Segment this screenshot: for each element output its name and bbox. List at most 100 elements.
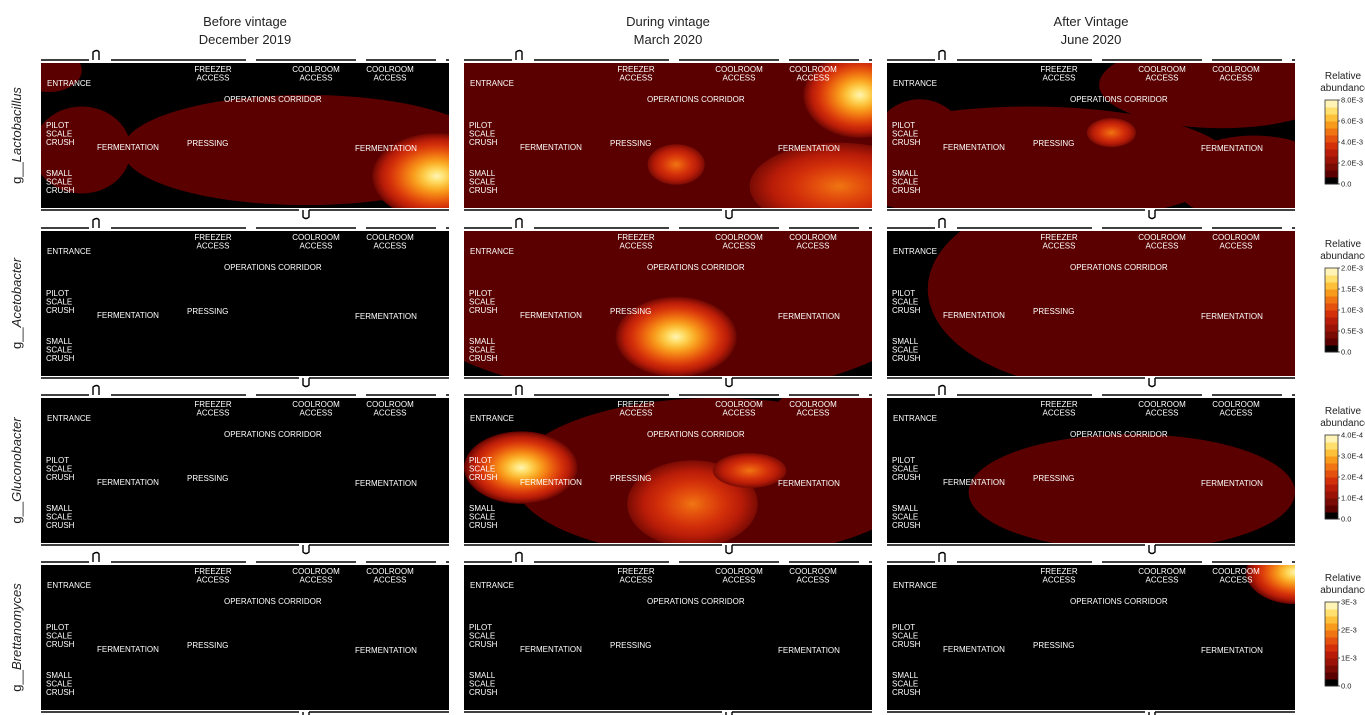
colorbar-title-line1: Relative [1325,573,1362,584]
zone-pilot-scale-crush: PILOT SCALE CRUSH [892,289,921,315]
floorplan-walls [887,384,1295,555]
zone-fermentation-left: FERMENTATION [520,143,582,152]
abundance-contours [1246,565,1295,605]
zone-operations-corridor: OPERATIONS CORRIDOR [647,263,745,272]
zone-fermentation-left: FERMENTATION [943,311,1005,320]
panel-background [41,398,449,543]
zone-coolroom-access: COOLROOM ACCESS [789,567,837,585]
zone-freezer-access: FREEZER ACCESS [194,400,232,418]
zone-pressing: PRESSING [187,307,228,316]
contour-region [968,434,1295,543]
contour-region [712,453,787,488]
zone-small-scale-crush: SMALL SCALE CRUSH [892,337,921,363]
zone-coolroom-access: COOLROOM ACCESS [366,400,414,418]
colorbar-tick-label: 2.0E-3 [1341,159,1363,168]
zone-small-scale-crush: SMALL SCALE CRUSH [46,671,75,697]
zone-coolroom-access: COOLROOM ACCESS [292,65,340,83]
floorplan-panel: ENTRANCE FREEZER ACCESS COOLROOM ACCESS COOLR… [41,217,449,388]
abundance-contours [464,63,872,208]
zone-coolroom-access: COOLROOM ACCESS [1212,65,1260,83]
colorbar-swatch [1325,616,1338,624]
zone-entrance: ENTRANCE [470,414,514,423]
floorplan-walls [887,551,1295,715]
zone-pressing: PRESSING [610,307,651,316]
zone-pressing: PRESSING [610,139,651,148]
colorbar-swatch [1325,637,1338,645]
floorplan-panel: ENTRANCE FREEZER ACCESS COOLROOM ACCESS COOLR… [464,49,872,220]
colorbar-swatch [1325,296,1338,304]
colorbar-swatch [1325,679,1338,687]
zone-freezer-access: FREEZER ACCESS [617,233,655,251]
zone-fermentation-right: FERMENTATION [1201,312,1263,321]
row-label: g__Brettanomyces [9,583,24,692]
zone-operations-corridor: OPERATIONS CORRIDOR [224,263,322,272]
zone-entrance: ENTRANCE [47,414,91,423]
zone-operations-corridor: OPERATIONS CORRIDOR [224,597,322,606]
colorbar-swatch [1325,128,1338,136]
zone-operations-corridor: OPERATIONS CORRIDOR [224,430,322,439]
floorplan-panel: ENTRANCE FREEZER ACCESS COOLROOM ACCESS COOLR… [887,551,1295,715]
floorplan-panel: ENTRANCE FREEZER ACCESS COOLROOM ACCESS COOLR… [464,551,872,715]
zone-pressing: PRESSING [187,139,228,148]
floorplan-walls [464,551,872,715]
zone-small-scale-crush: SMALL SCALE CRUSH [892,671,921,697]
zone-operations-corridor: OPERATIONS CORRIDOR [1070,430,1168,439]
floorplan-panel: ENTRANCE FREEZER ACCESS COOLROOM ACCESS COOLR… [41,384,449,555]
floorplan-panel: ENTRANCE FREEZER ACCESS COOLROOM ACCESS COOLR… [887,384,1295,555]
colorbar-swatch [1325,456,1338,464]
contour-region [1246,565,1295,605]
zone-coolroom-access: COOLROOM ACCESS [789,65,837,83]
colorbar-tick-label: 6.0E-3 [1341,117,1363,126]
zone-coolroom-access: COOLROOM ACCESS [1138,65,1186,83]
colorbar-swatch [1325,435,1338,443]
zone-fermentation-left: FERMENTATION [97,143,159,152]
colorbar-tick-label: 0.0 [1341,180,1351,189]
zone-fermentation-right: FERMENTATION [778,479,840,488]
colorbar-tick-label: 2E-3 [1341,626,1357,635]
colorbar-swatch [1325,498,1338,506]
zone-freezer-access: FREEZER ACCESS [1040,65,1078,83]
zone-small-scale-crush: SMALL SCALE CRUSH [46,337,75,363]
zone-fermentation-left: FERMENTATION [943,645,1005,654]
floorplan-panel: ENTRANCE FREEZER ACCESS COOLROOM ACCESS COOLR… [464,384,872,555]
floorplan-walls [464,384,872,555]
colorbar-title-line2: abundance [1320,418,1365,429]
floorplan-panel: ENTRANCE FREEZER ACCESS COOLROOM ACCESS COOLR… [41,551,449,715]
abundance-contours [41,63,449,208]
zone-fermentation-right: FERMENTATION [355,144,417,153]
row-label: g__Lactobacillus [9,87,24,184]
floorplan-walls [41,217,449,388]
zone-entrance: ENTRANCE [47,79,91,88]
zone-entrance: ENTRANCE [470,79,514,88]
zone-small-scale-crush: SMALL SCALE CRUSH [469,671,498,697]
zone-pilot-scale-crush: PILOT SCALE CRUSH [46,289,75,315]
zone-coolroom-access: COOLROOM ACCESS [1212,233,1260,251]
floorplan-walls [887,49,1295,220]
zone-pressing: PRESSING [1033,307,1074,316]
zone-operations-corridor: OPERATIONS CORRIDOR [224,95,322,104]
colorbar-swatch [1325,442,1338,450]
colorbar-swatch [1325,163,1338,171]
zone-pressing: PRESSING [187,641,228,650]
zone-pilot-scale-crush: PILOT SCALE CRUSH [892,456,921,482]
zone-coolroom-access: COOLROOM ACCESS [366,65,414,83]
panel-background [464,565,872,710]
zone-fermentation-right: FERMENTATION [778,312,840,321]
zone-fermentation-right: FERMENTATION [778,646,840,655]
zone-fermentation-left: FERMENTATION [520,478,582,487]
floorplan-walls [41,384,449,555]
colorbar-swatch [1325,644,1338,652]
panel-background [887,565,1295,710]
zone-entrance: ENTRANCE [47,581,91,590]
zone-fermentation-right: FERMENTATION [355,479,417,488]
zone-pressing: PRESSING [1033,641,1074,650]
floorplan-walls [41,49,449,220]
colorbar-swatch [1325,142,1338,150]
contour-region [887,99,969,201]
colorbar-swatch [1325,310,1338,318]
contour-region [41,63,82,92]
contour-region [1099,63,1295,129]
